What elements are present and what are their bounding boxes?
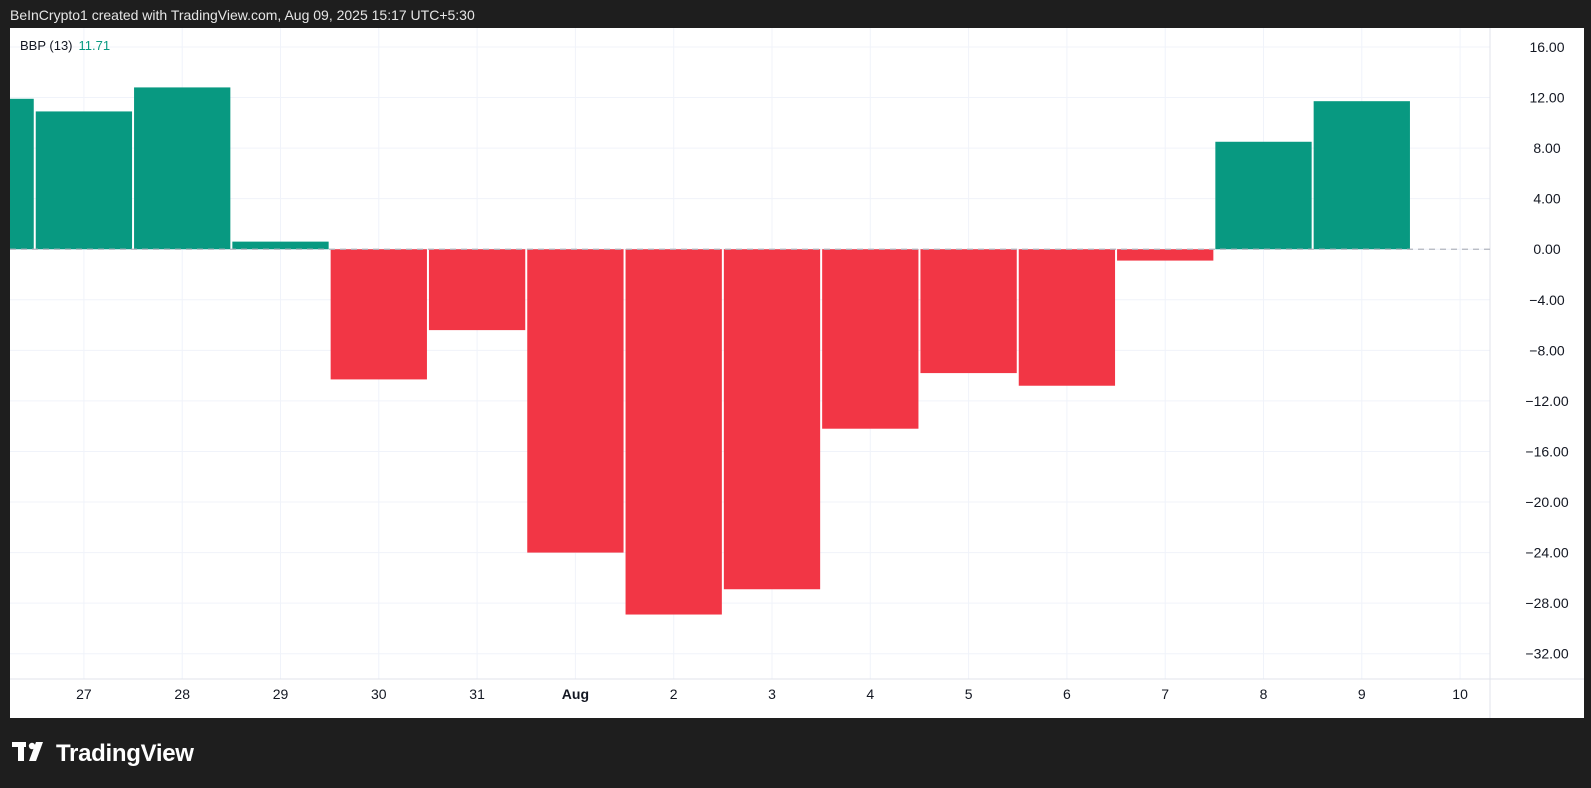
y-tick-label: −4.00 [1529,292,1565,308]
y-tick-label: −28.00 [1525,595,1568,611]
histogram-bar [920,249,1017,374]
chart-attribution: BeInCrypto1 created with TradingView.com… [10,7,475,23]
x-tick-label: 3 [768,686,776,702]
y-tick-label: −20.00 [1525,494,1568,510]
x-tick-label: 7 [1161,686,1169,702]
y-tick-label: −32.00 [1525,646,1568,662]
histogram-bar [232,241,329,250]
histogram-bar [10,98,34,250]
grid-lines [10,28,1490,679]
histogram-bar [330,249,427,380]
histogram-bar [723,249,821,590]
histogram-bar [1313,101,1410,250]
histogram-bar [35,111,133,250]
tradingview-logo-icon [12,741,48,768]
indicator-name: BBP (13) [20,38,73,53]
histogram-bar [428,249,526,331]
price-axis[interactable]: 16.00 12.00 8.00 4.00 0.00 −4.00 −8.00 −12.00 −1… [1525,39,1568,662]
y-tick-label: 0.00 [1533,241,1560,257]
histogram-bar [527,249,624,553]
histogram-bar [1018,249,1116,386]
indicator-legend[interactable]: BBP (13) 11.71 [20,38,110,53]
histogram-bar [1215,141,1312,250]
y-tick-label: −16.00 [1525,443,1568,459]
chart-panel[interactable]: 16.00 12.00 8.00 4.00 0.00 −4.00 −8.00 −12.00 −1… [10,28,1584,718]
time-axis[interactable]: 27 28 29 30 31 Aug 2 3 4 5 6 7 8 9 10 [76,686,1468,702]
x-tick-label: 29 [273,686,289,702]
x-tick-label: 4 [866,686,874,702]
x-tick-label: 28 [174,686,190,702]
y-tick-label: 16.00 [1529,39,1564,55]
x-tick-label: 30 [371,686,387,702]
tradingview-wordmark: TradingView [56,740,194,767]
histogram-bar [134,87,231,250]
y-tick-label: 12.00 [1529,90,1564,106]
bbp-histogram-chart[interactable]: 16.00 12.00 8.00 4.00 0.00 −4.00 −8.00 −12.00 −1… [10,28,1584,718]
histogram-bar [1117,249,1214,261]
x-tick-label: 10 [1452,686,1468,702]
x-tick-label: 6 [1063,686,1071,702]
y-tick-label: −8.00 [1529,342,1565,358]
x-tick-label: 5 [965,686,973,702]
x-tick-label: 2 [670,686,678,702]
x-tick-label: 8 [1260,686,1268,702]
x-tick-label: 9 [1358,686,1366,702]
y-tick-label: −12.00 [1525,393,1568,409]
x-tick-label: Aug [562,686,589,702]
y-tick-label: 8.00 [1533,140,1560,156]
y-tick-label: 4.00 [1533,191,1560,207]
histogram-bars [10,87,1410,615]
tradingview-branding: TradingView [12,740,194,768]
histogram-bar [822,249,919,429]
x-tick-label: 31 [469,686,485,702]
histogram-bar [625,249,722,615]
indicator-value: 11.71 [78,38,111,53]
y-tick-label: −24.00 [1525,545,1568,561]
x-tick-label: 27 [76,686,92,702]
